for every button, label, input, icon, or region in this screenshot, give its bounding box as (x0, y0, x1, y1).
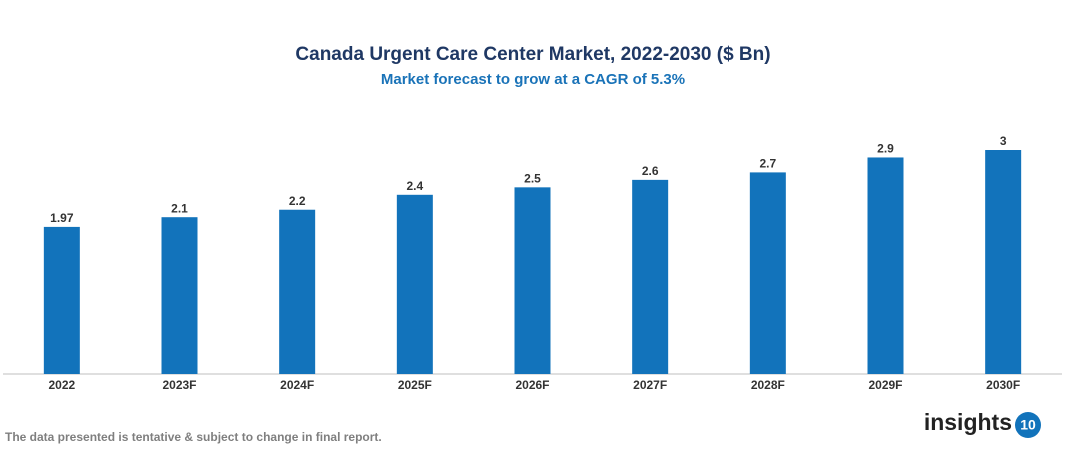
bar (514, 187, 551, 374)
x-tick-label: 2027F (633, 378, 667, 392)
logo-text: insights (924, 409, 1012, 435)
logo-badge (1015, 412, 1041, 438)
value-label: 2.4 (406, 179, 423, 193)
x-tick-label: 2022 (48, 378, 75, 392)
value-label: 1.97 (50, 211, 74, 225)
x-tick-label: 2025F (398, 378, 432, 392)
bar (749, 172, 786, 374)
value-label: 2.6 (642, 164, 659, 178)
bar (867, 157, 904, 374)
footnote: The data presented is tentative & subjec… (5, 430, 382, 444)
value-label: 2.7 (759, 157, 776, 171)
bar (396, 194, 433, 374)
value-label: 2.9 (877, 142, 894, 156)
value-label: 2.2 (289, 194, 306, 208)
chart-subtitle: Market forecast to grow at a CAGR of 5.3… (381, 71, 685, 88)
chart-title: Canada Urgent Care Center Market, 2022-2… (295, 44, 770, 65)
x-tick-label: 2026F (515, 378, 549, 392)
logo-badge-text: 10 (1020, 417, 1036, 433)
x-tick-label: 2024F (280, 378, 314, 392)
x-tick-label: 2030F (986, 378, 1020, 392)
bar (985, 150, 1022, 374)
value-label: 2.1 (171, 201, 188, 215)
bar (279, 209, 316, 374)
x-tick-label: 2029F (868, 378, 902, 392)
x-tick-label: 2028F (751, 378, 785, 392)
x-tick-label: 2023F (162, 378, 196, 392)
bar (43, 226, 80, 374)
bar (161, 217, 198, 374)
value-label: 2.5 (524, 172, 541, 186)
bar (632, 179, 669, 374)
value-label: 3 (1000, 134, 1007, 148)
